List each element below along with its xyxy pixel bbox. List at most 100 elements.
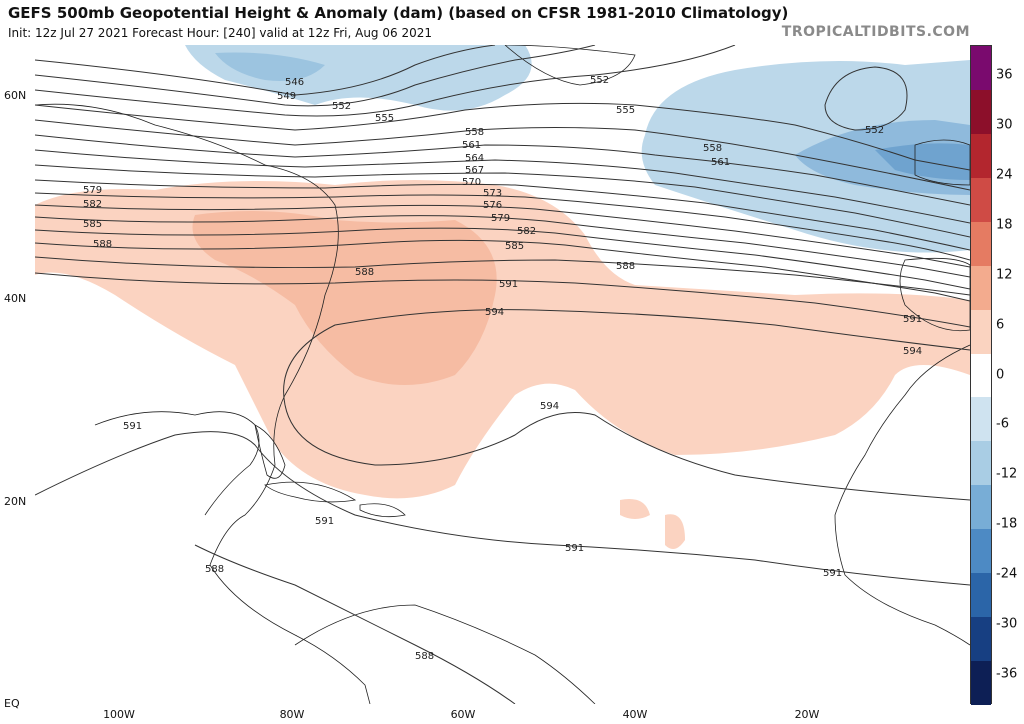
contour-label: 546 [285,77,304,88]
contour-576 [34,204,971,268]
contour-555 [34,102,971,171]
lon-label-20w: 20W [794,708,820,721]
contour-564 [34,149,971,224]
colorbar-segment [971,221,991,267]
contour-label: 549 [277,91,296,102]
contour-582 [34,227,971,290]
contour-label: 561 [711,157,730,168]
contour-label: 552 [332,101,351,112]
colorbar-tick-label: 12 [996,267,1013,283]
colorbar-tick-label: 24 [996,167,1013,183]
contour-585 [34,239,971,302]
lat-label-20n: 20N [4,495,27,508]
colorbar-tick-label: 6 [996,317,1005,333]
contour-label: 564 [465,153,484,164]
contour-label: 594 [485,307,504,318]
contour-label: 588 [355,267,374,278]
contour-label: 579 [83,185,102,196]
contour-561 [34,134,971,206]
colorbar-segment [971,353,991,398]
contour-591-south [34,431,971,586]
colorbar-segment [971,46,991,91]
colorbar-segment [971,617,991,662]
contour-567 [34,164,971,238]
contour-label: 588 [616,261,635,272]
contour-label-group: 546 549 552 555 552 555 552 558 561 564 … [83,75,922,662]
africa-coast [834,344,971,646]
contour-label: 558 [465,127,484,138]
north-america-coast [34,103,371,705]
contour-label: 594 [903,346,922,357]
contour-label: 582 [83,199,102,210]
colorbar-segment [971,89,991,135]
colorbar-segment [971,573,991,618]
colorbar-tick-label: 18 [996,217,1013,233]
colorbar-tick-label: -36 [996,666,1018,682]
contour-570 [34,179,971,251]
colorbar-segment [971,661,991,706]
hispaniola [359,503,406,518]
contour-label: 591 [315,516,334,527]
coastlines [34,44,971,705]
contour-label: 573 [483,188,502,199]
colorbar-segment [971,177,991,223]
contour-552-closed [824,66,908,131]
contour-549 [34,44,596,107]
gulf-coast [94,411,260,516]
contour-label: 555 [616,105,635,116]
contour-label: 585 [83,219,102,230]
contour-label: 591 [565,543,584,554]
colorbar-segment [971,441,991,486]
colorbar-tick-label: -6 [996,416,1009,432]
positive-anomaly-blob-2 [665,514,685,549]
colorbar-tick-label: 30 [996,117,1013,133]
iberia [899,257,971,332]
contour-588-south [194,544,516,705]
lon-label-100w: 100W [103,708,135,721]
contour-label: 558 [703,143,722,154]
map-subtitle: Init: 12z Jul 27 2021 Forecast Hour: [24… [8,26,432,40]
florida [254,424,286,479]
contour-579 [34,215,971,278]
contour-588 [34,256,971,296]
colorbar-tick-label: -24 [996,566,1018,582]
height-contours [34,44,971,705]
brand-watermark: TROPICALTIDBITS.COM [781,24,970,40]
contour-label: 591 [823,568,842,579]
colorbar-tick-label: 0 [996,367,1005,382]
contour-label: 555 [375,113,394,124]
lon-label-80w: 80W [279,708,305,721]
colorbar-segment [971,265,991,311]
colorbar-segment [971,133,991,179]
lon-label-40w: 40W [622,708,648,721]
contour-594-south [284,404,971,501]
positive-anomaly-core [192,211,497,385]
contour-label: 552 [865,125,884,136]
contour-label: 552 [590,75,609,86]
contour-594 [283,309,971,406]
contour-label: 588 [415,651,434,662]
contour-label: 567 [465,165,484,176]
lat-label-40n: 40N [4,292,27,305]
cuba [264,481,357,503]
map-title: GEFS 500mb Geopotential Height & Anomaly… [8,4,789,22]
colorbar-tick-label: -18 [996,516,1018,532]
contour-label: 561 [462,140,481,151]
contour-label: 591 [499,279,518,290]
colorbar-tick-label: -12 [996,466,1018,482]
lat-label-eq: EQ [4,697,20,710]
positive-anomaly-blob-africa [620,499,650,519]
contour-label: 591 [123,421,142,432]
colorbar-tick-label: -30 [996,616,1018,632]
south-america-coast [294,604,596,705]
colorbar [970,45,992,706]
colorbar-tick-label: 36 [996,67,1013,83]
negative-anomaly-core-west [215,52,325,81]
map-panel: 546 549 552 555 552 555 552 558 561 564 … [34,44,971,705]
colorbar-segment [971,485,991,530]
colorbar-segment [971,397,991,442]
contour-546 [34,44,496,96]
contour-558 [34,119,971,191]
lon-label-60w: 60W [450,708,476,721]
contour-591 [34,272,971,328]
